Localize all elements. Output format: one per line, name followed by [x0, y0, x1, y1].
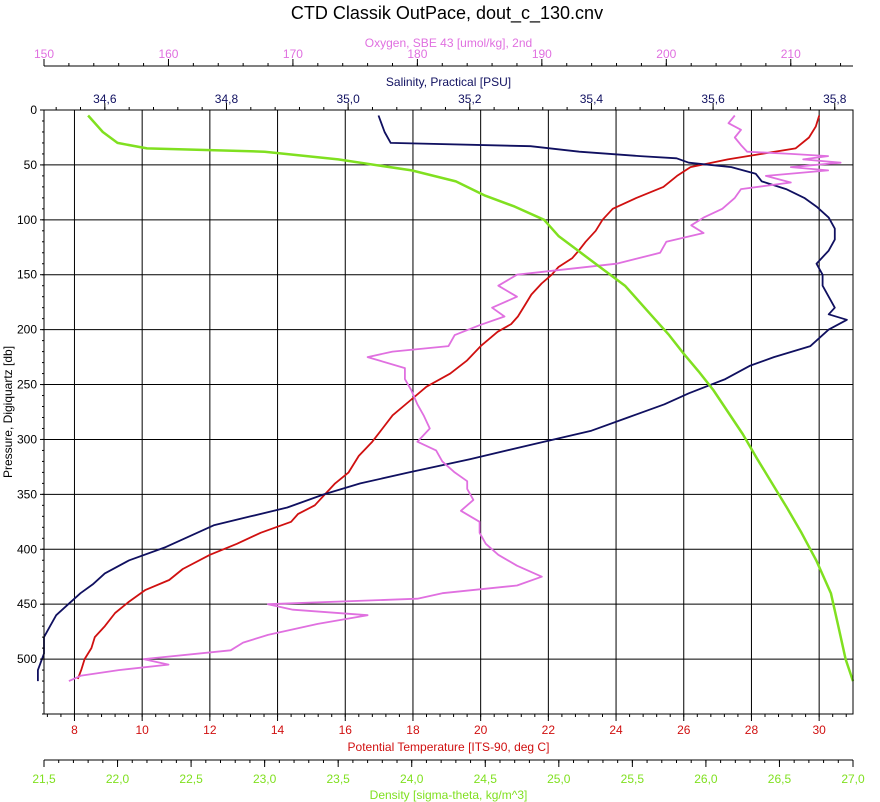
oxygen-tick-label: 180	[407, 47, 427, 61]
plot-frame	[43, 109, 854, 715]
oxygen-tick-label: 170	[283, 47, 303, 61]
salinity-tick-label: 35,4	[580, 92, 604, 106]
y-tick-label: 250	[17, 378, 37, 392]
temperature-tick-label: 14	[271, 723, 285, 737]
salinity-tick-label: 34,6	[93, 92, 117, 106]
y-tick-label: 150	[17, 268, 37, 282]
density-tick-label: 26,0	[694, 772, 718, 786]
temperature-axis-label: Potential Temperature [ITS-90, deg C]	[348, 740, 550, 754]
chart-grid	[44, 110, 853, 714]
y-tick-label: 100	[17, 213, 37, 227]
oxygen-axis-label: Oxygen, SBE 43 [umol/kg], 2nd	[365, 36, 532, 50]
y-tick-label: 200	[17, 323, 37, 337]
temperature-tick-label: 16	[339, 723, 353, 737]
salinity-profile-line	[37, 115, 848, 682]
salinity-axis-label: Salinity, Practical [PSU]	[386, 75, 511, 89]
density-tick-label: 23,0	[253, 772, 277, 786]
chart-title: CTD Classik OutPace, dout_c_130.cnv	[291, 3, 603, 24]
temperature-tick-label: 18	[406, 723, 420, 737]
salinity-tick-label: 35,6	[701, 92, 725, 106]
oxygen-tick-label: 210	[781, 47, 801, 61]
salinity-tick-label: 35,0	[336, 92, 360, 106]
y-tick-label: 0	[30, 103, 37, 117]
density-tick-label: 25,0	[547, 772, 571, 786]
axes-layer: 0 50 100 150 200 250 300 350 400 450 500 Pressure, …	[1, 36, 865, 802]
temperature-tick-label: 12	[203, 723, 217, 737]
y-tick-label: 350	[17, 487, 37, 501]
oxygen-tick-label: 190	[532, 47, 552, 61]
y-tick-label: 50	[24, 158, 38, 172]
y-tick-label: 400	[17, 542, 37, 556]
y-tick-label: 300	[17, 432, 37, 446]
density-tick-label: 23,5	[327, 772, 351, 786]
temperature-tick-label: 28	[745, 723, 759, 737]
temperature-tick-label: 20	[474, 723, 488, 737]
salinity-tick-label: 34,8	[215, 92, 239, 106]
oxygen-tick-label: 200	[656, 47, 676, 61]
density-tick-label: 22,0	[106, 772, 130, 786]
density-tick-label: 24,0	[400, 772, 424, 786]
temperature-tick-label: 8	[71, 723, 78, 737]
density-tick-label: 25,5	[621, 772, 645, 786]
density-tick-label: 26,5	[768, 772, 792, 786]
y-tick-label: 500	[17, 652, 37, 666]
temperature-tick-label: 30	[812, 723, 826, 737]
oxygen-tick-label: 160	[158, 47, 178, 61]
density-tick-label: 24,5	[474, 772, 498, 786]
temperature-tick-label: 26	[677, 723, 691, 737]
density-tick-label: 22,5	[179, 772, 203, 786]
y-axis-label: Pressure, Digiquartz [db]	[1, 346, 15, 478]
density-axis-label: Density [sigma-theta, kg/m^3]	[370, 788, 528, 802]
oxygen-tick-label: 150	[34, 47, 54, 61]
series-layer	[37, 114, 855, 682]
temperature-profile-line	[76, 115, 821, 680]
temperature-tick-label: 22	[542, 723, 556, 737]
density-tick-label: 21,5	[32, 772, 56, 786]
salinity-tick-label: 35,2	[458, 92, 482, 106]
oxygen-profile-line	[68, 114, 842, 682]
density-profile-line	[87, 114, 855, 682]
temperature-tick-label: 24	[609, 723, 623, 737]
salinity-tick-label: 35,8	[823, 92, 847, 106]
y-tick-label: 450	[17, 597, 37, 611]
density-tick-label: 27,0	[841, 772, 865, 786]
temperature-tick-label: 10	[135, 723, 149, 737]
